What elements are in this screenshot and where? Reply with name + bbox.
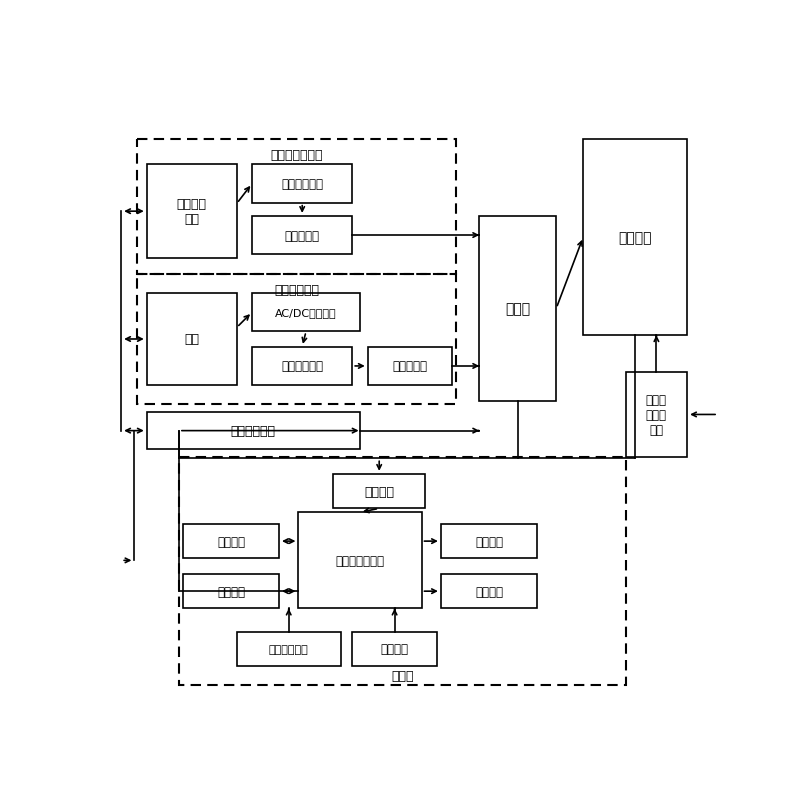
Text: 输入功率板: 输入功率板 (393, 360, 427, 373)
Text: 采集模块: 采集模块 (364, 485, 394, 498)
Bar (252, 294, 360, 332)
Bar (252, 347, 352, 386)
Text: 油机供电装置: 油机供电装置 (274, 283, 319, 296)
Text: 存储模块: 存储模块 (217, 585, 245, 598)
Text: 主控制管理模块: 主控制管理模块 (335, 554, 385, 567)
Text: 蓄电池: 蓄电池 (506, 302, 530, 315)
Text: 按键输入模块: 按键输入模块 (269, 644, 309, 654)
Bar (146, 294, 237, 386)
Text: 通信模块: 通信模块 (381, 642, 409, 655)
Bar (479, 217, 556, 401)
Bar (252, 165, 352, 204)
Bar (626, 372, 687, 457)
Bar (368, 347, 452, 386)
Text: 输入防雷电路: 输入防雷电路 (282, 360, 323, 373)
Bar (183, 524, 279, 559)
Bar (333, 474, 426, 508)
Bar (237, 632, 341, 667)
Text: AC/DC转换电路: AC/DC转换电路 (275, 307, 337, 318)
Text: 计时模块: 计时模块 (217, 535, 245, 548)
Text: 控制器: 控制器 (391, 669, 414, 682)
Bar (146, 413, 360, 449)
Bar (441, 524, 537, 559)
Bar (179, 457, 626, 685)
Bar (137, 274, 456, 405)
Bar (298, 513, 422, 609)
Bar (441, 574, 537, 609)
Text: 负载设备: 负载设备 (618, 230, 652, 245)
Bar (583, 139, 687, 336)
Text: 应急通
信输入
接口: 应急通 信输入 接口 (646, 393, 667, 436)
Bar (146, 165, 237, 259)
Bar (352, 632, 437, 667)
Text: 报警模块: 报警模块 (475, 585, 503, 598)
Text: 太阳能电
池板: 太阳能电 池板 (177, 198, 206, 226)
Text: 输入功率板: 输入功率板 (285, 230, 320, 242)
Text: 太阳能供电装置: 太阳能供电装置 (270, 149, 322, 162)
Bar (183, 574, 279, 609)
Text: 显示模块: 显示模块 (475, 535, 503, 548)
Bar (252, 217, 352, 255)
Bar (137, 139, 456, 274)
Text: 油机: 油机 (184, 333, 199, 346)
Text: 第三供电装置: 第三供电装置 (231, 425, 276, 438)
Text: 输入防雷电路: 输入防雷电路 (282, 178, 323, 191)
